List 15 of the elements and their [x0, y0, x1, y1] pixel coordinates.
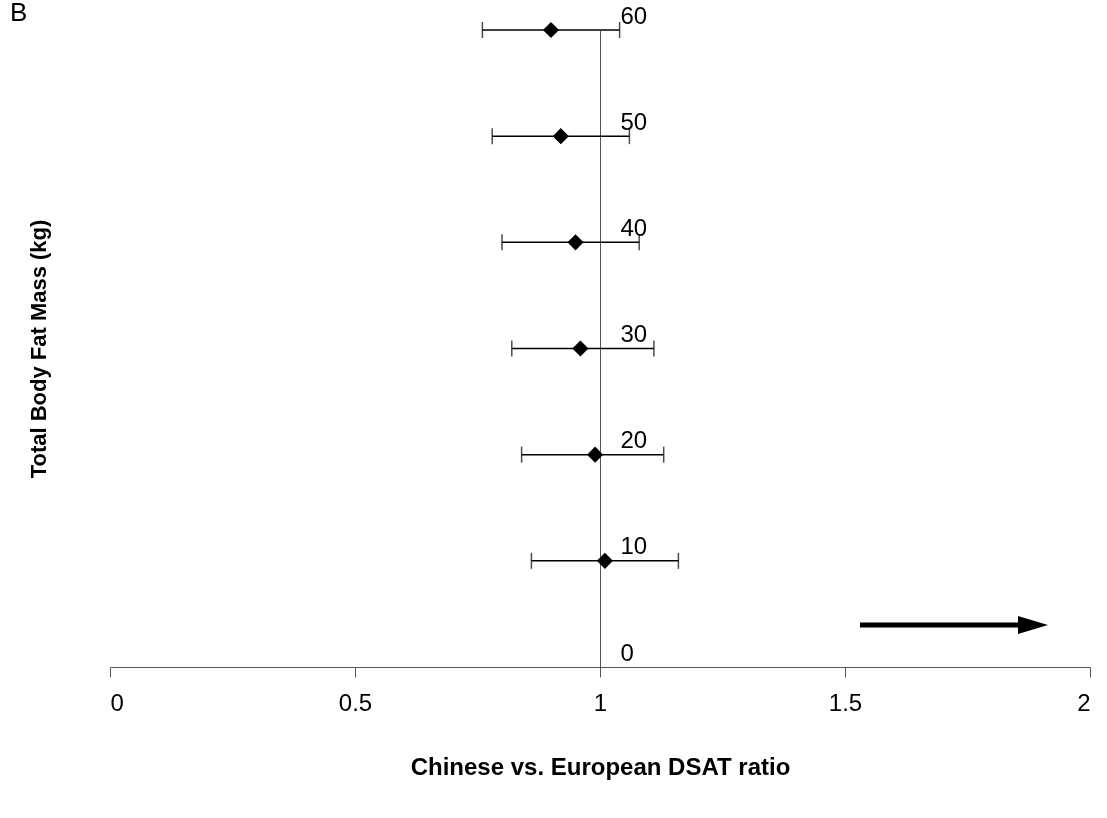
y-tick-label: 30 [620, 320, 648, 347]
y-tick-label: 50 [620, 107, 648, 135]
x-axis-title: Chinese vs. European DSAT ratio [410, 752, 791, 780]
x-tick-label: 1 [593, 688, 608, 716]
y-tick-label: 40 [620, 213, 648, 241]
x-tick-label: 0 [110, 688, 124, 716]
y-tick-label: 60 [620, 1, 648, 29]
y-tick-label: 0 [620, 638, 634, 666]
y-tick-label: 20 [620, 426, 648, 454]
chart-title: B [10, 0, 28, 27]
y-axis-title: Total Body Fat Mass (kg) [25, 219, 51, 479]
x-tick-label: 0.5 [338, 688, 373, 716]
x-tick-label: 1.5 [828, 688, 863, 716]
y-tick-label: 10 [620, 532, 648, 560]
x-tick-label: 2 [1077, 688, 1091, 716]
